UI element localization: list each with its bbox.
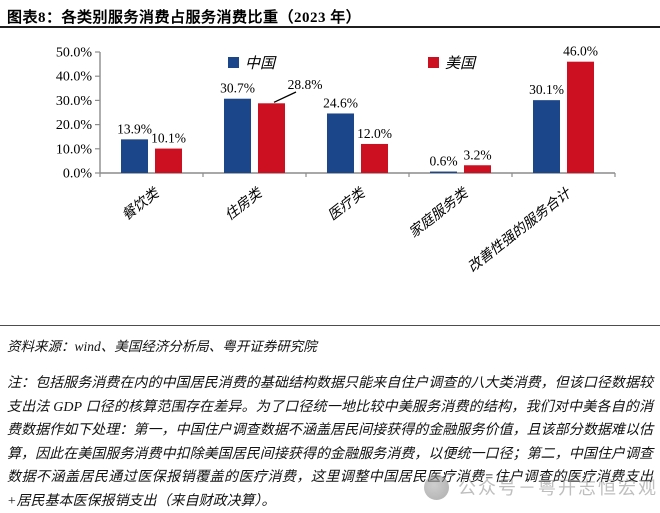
y-tick-label: 10.0% xyxy=(56,142,93,157)
bar-china-0 xyxy=(121,139,148,173)
category-label-3: 家庭服务类 xyxy=(406,184,473,241)
y-tick-label: 40.0% xyxy=(56,70,93,85)
leader-line xyxy=(273,91,297,103)
bar-usa-0 xyxy=(155,148,182,173)
bar-label: 12.0% xyxy=(357,126,392,141)
bar-label: 10.1% xyxy=(151,131,186,146)
bar-label: 0.6% xyxy=(429,154,457,169)
chart-area: 0.0% 10.0% 20.0% 30.0% 40.0% 50.0% 13.9% 30.7% 2… xyxy=(0,40,660,306)
footer-divider xyxy=(0,325,660,326)
category-label-4: 改善性强的服务合计 xyxy=(465,184,576,275)
legend-swatch-china xyxy=(228,57,239,68)
bar-label: 3.2% xyxy=(463,147,491,162)
title-divider xyxy=(0,26,660,28)
bar-china-3 xyxy=(430,171,457,173)
legend-swatch-usa xyxy=(428,57,439,68)
bar-label: 13.9% xyxy=(117,121,152,136)
source-line: 资料来源：wind、美国经济分析局、粤开证券研究院 xyxy=(7,339,317,354)
legend-label-china: 中国 xyxy=(245,55,277,72)
y-tick-label: 20.0% xyxy=(56,118,93,133)
bar-chart: 0.0% 10.0% 20.0% 30.0% 40.0% 50.0% 13.9% 30.7% 2… xyxy=(56,44,616,276)
bar-label: 28.8% xyxy=(288,77,323,92)
bar-usa-2 xyxy=(361,143,388,173)
bar-usa-4 xyxy=(567,61,594,173)
bar-china-4 xyxy=(533,100,560,173)
category-label-0: 餐饮类 xyxy=(119,184,164,224)
bar-label: 30.7% xyxy=(220,81,255,96)
bar-china-1 xyxy=(224,98,251,173)
bar-usa-3 xyxy=(464,165,491,173)
bar-label: 24.6% xyxy=(323,95,358,110)
y-tick-label: 0.0% xyxy=(63,167,93,182)
bar-usa-1 xyxy=(258,103,285,173)
bar-label: 46.0% xyxy=(563,44,598,59)
y-tick-label: 50.0% xyxy=(56,46,93,61)
category-label-1: 住房类 xyxy=(222,184,267,224)
legend-label-usa: 美国 xyxy=(445,55,477,72)
note-text: 注：包括服务消费在内的中国居民消费的基础结构数据只能来自住户调查的八大类消费，但… xyxy=(7,376,653,509)
bar-label: 30.1% xyxy=(529,82,564,97)
category-label-2: 医疗类 xyxy=(325,184,370,224)
bar-china-2 xyxy=(327,113,354,173)
y-tick-label: 30.0% xyxy=(56,94,93,109)
figure-title: 图表8：各类别服务消费占服务消费比重（2023 年） xyxy=(7,10,362,26)
